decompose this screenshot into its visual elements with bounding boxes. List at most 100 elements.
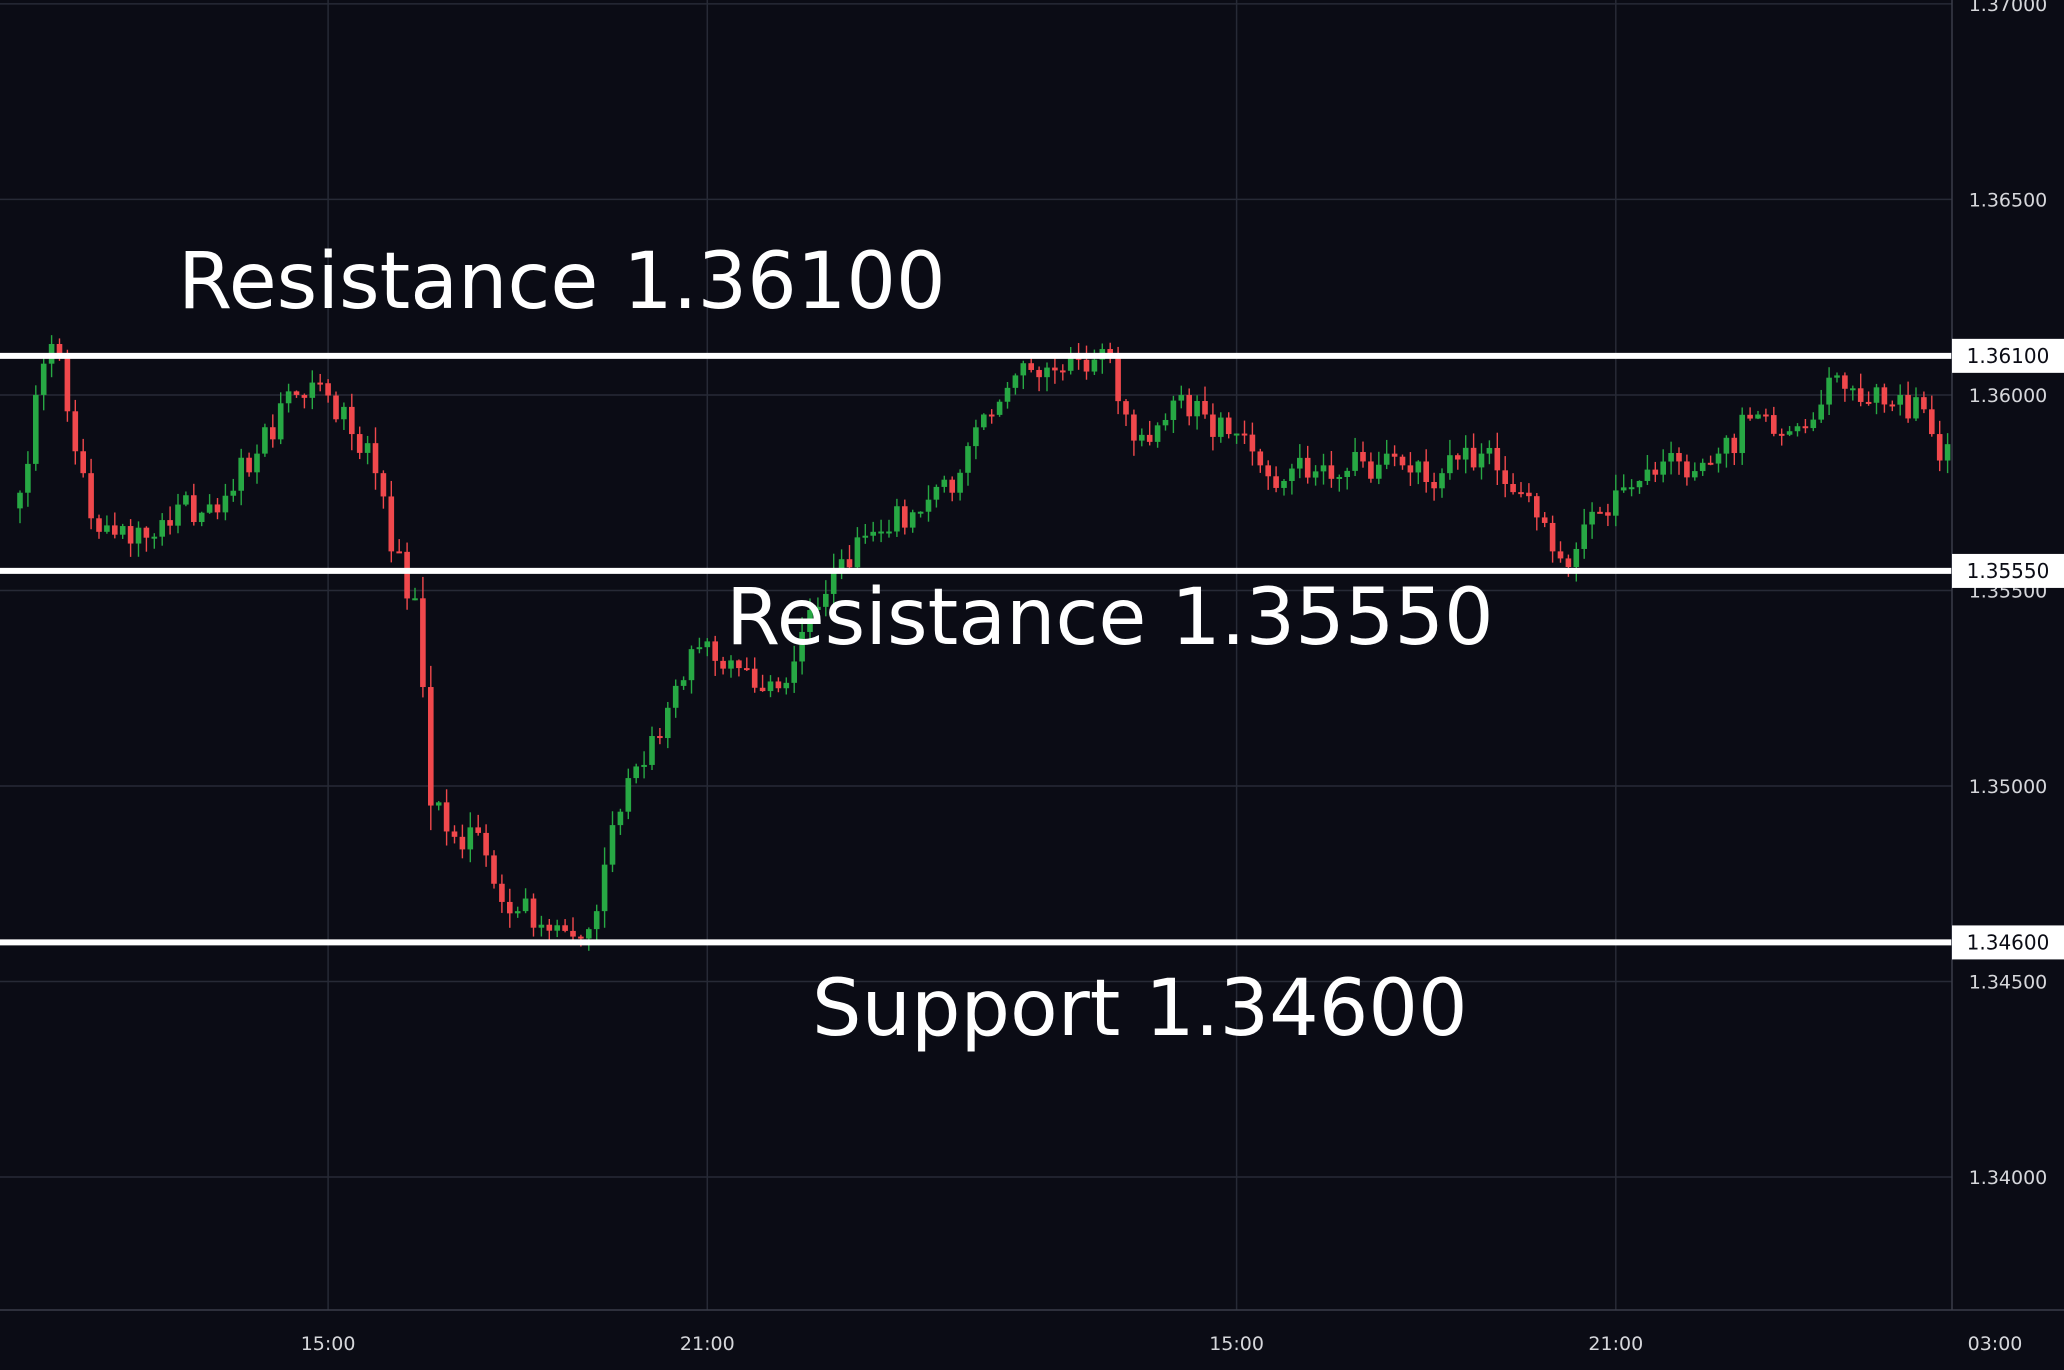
candle-198 <box>1581 508 1587 559</box>
candle-body <box>475 827 481 833</box>
candle-body <box>672 685 679 708</box>
candle-22 <box>191 483 197 526</box>
candle-130 <box>1044 362 1050 392</box>
candle-body <box>349 406 355 435</box>
candle-body <box>633 766 639 779</box>
candle-214 <box>1707 455 1714 466</box>
candle-body <box>1676 453 1682 462</box>
candle-body <box>25 463 31 493</box>
candle-body <box>838 559 845 570</box>
candle-79 <box>641 751 647 779</box>
candle-body <box>1336 476 1343 479</box>
candle-85 <box>688 645 695 694</box>
candle-158 <box>1265 460 1271 490</box>
candle-151 <box>1210 403 1216 451</box>
candle-212 <box>1692 462 1698 481</box>
candle-32 <box>270 414 276 448</box>
candle-body <box>380 473 387 497</box>
candle-98 <box>791 645 797 693</box>
candle-170 <box>1360 441 1366 468</box>
candle-1 <box>25 451 31 507</box>
candle-body <box>451 831 458 837</box>
candle-body <box>1826 377 1832 405</box>
time-tick-label-3: 21:00 <box>1588 1333 1643 1355</box>
candle-41 <box>341 402 347 430</box>
candle-body <box>1368 461 1374 479</box>
candle-10 <box>96 514 102 539</box>
candle-body <box>88 473 94 519</box>
candle-194 <box>1549 515 1556 563</box>
candle-body <box>127 526 134 544</box>
candle-162 <box>1297 444 1303 479</box>
candle-body <box>1889 404 1896 407</box>
candle-82 <box>665 701 671 749</box>
candle-body <box>1320 465 1327 472</box>
candle-142 <box>1139 428 1145 447</box>
level-tag-resistance_low: 1.35550 <box>1967 559 2050 583</box>
candle-body <box>1565 558 1572 568</box>
candle-87 <box>704 638 711 657</box>
candle-200 <box>1597 506 1603 514</box>
candle-111 <box>894 498 900 537</box>
candle-218 <box>1739 407 1745 465</box>
candle-30 <box>254 444 260 484</box>
candle-body <box>530 898 537 928</box>
candle-body <box>878 531 884 534</box>
candle-59 <box>483 824 489 867</box>
candle-131 <box>1052 355 1058 384</box>
candle-2 <box>33 385 39 471</box>
candle-body <box>1881 387 1888 405</box>
candle-189 <box>1510 473 1516 495</box>
candle-240 <box>1913 387 1919 422</box>
candle-18 <box>159 513 165 546</box>
candle-body <box>894 506 900 532</box>
candle-body <box>1699 462 1706 472</box>
candle-230 <box>1834 372 1840 383</box>
candle-body <box>1715 453 1722 464</box>
candle-body <box>1810 419 1817 429</box>
level-tag-resistance_high: 1.36100 <box>1967 344 2050 368</box>
candle-body <box>657 736 663 739</box>
level-tag-support: 1.34600 <box>1967 930 2050 954</box>
candle-233 <box>1857 373 1864 407</box>
candle-body <box>1044 367 1050 378</box>
time-tick-label-4: 03:00 <box>1968 1333 2023 1355</box>
candle-body <box>198 512 205 523</box>
candle-body <box>886 531 892 534</box>
candle-236 <box>1881 383 1888 413</box>
candle-7 <box>72 399 79 465</box>
candle-160 <box>1281 478 1287 496</box>
candle-55 <box>451 825 458 844</box>
candle-226 <box>1802 419 1809 434</box>
candle-body <box>183 495 189 505</box>
candle-body <box>1431 482 1437 489</box>
candle-61 <box>499 874 505 913</box>
candle-66 <box>538 915 545 937</box>
candle-57 <box>467 812 474 863</box>
candle-81 <box>657 727 663 745</box>
candle-173 <box>1383 439 1390 470</box>
candle-211 <box>1684 454 1690 486</box>
candle-153 <box>1225 412 1232 439</box>
candle-body <box>925 499 932 512</box>
candle-241 <box>1921 391 1927 414</box>
candle-body <box>238 457 244 491</box>
candle-body <box>941 479 948 487</box>
candle-body <box>491 855 497 884</box>
candle-body <box>1778 433 1785 436</box>
candle-94 <box>759 674 766 692</box>
candle-188 <box>1502 456 1508 498</box>
candle-48 <box>396 539 402 554</box>
candle-body <box>119 526 126 535</box>
candle-174 <box>1391 445 1398 467</box>
candle-body <box>222 495 229 513</box>
candle-38 <box>317 373 323 392</box>
candle-141 <box>1131 409 1137 456</box>
candle-body <box>17 492 23 509</box>
candle-body <box>775 681 782 689</box>
candle-181 <box>1447 439 1453 480</box>
label-support: Support 1.34600 <box>812 964 1468 1054</box>
candle-body <box>1052 367 1058 371</box>
candle-body <box>1273 476 1279 488</box>
candle-body <box>404 551 410 599</box>
